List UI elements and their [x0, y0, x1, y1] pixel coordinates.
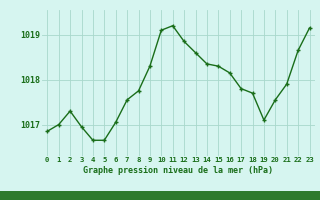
X-axis label: Graphe pression niveau de la mer (hPa): Graphe pression niveau de la mer (hPa)	[84, 166, 273, 175]
